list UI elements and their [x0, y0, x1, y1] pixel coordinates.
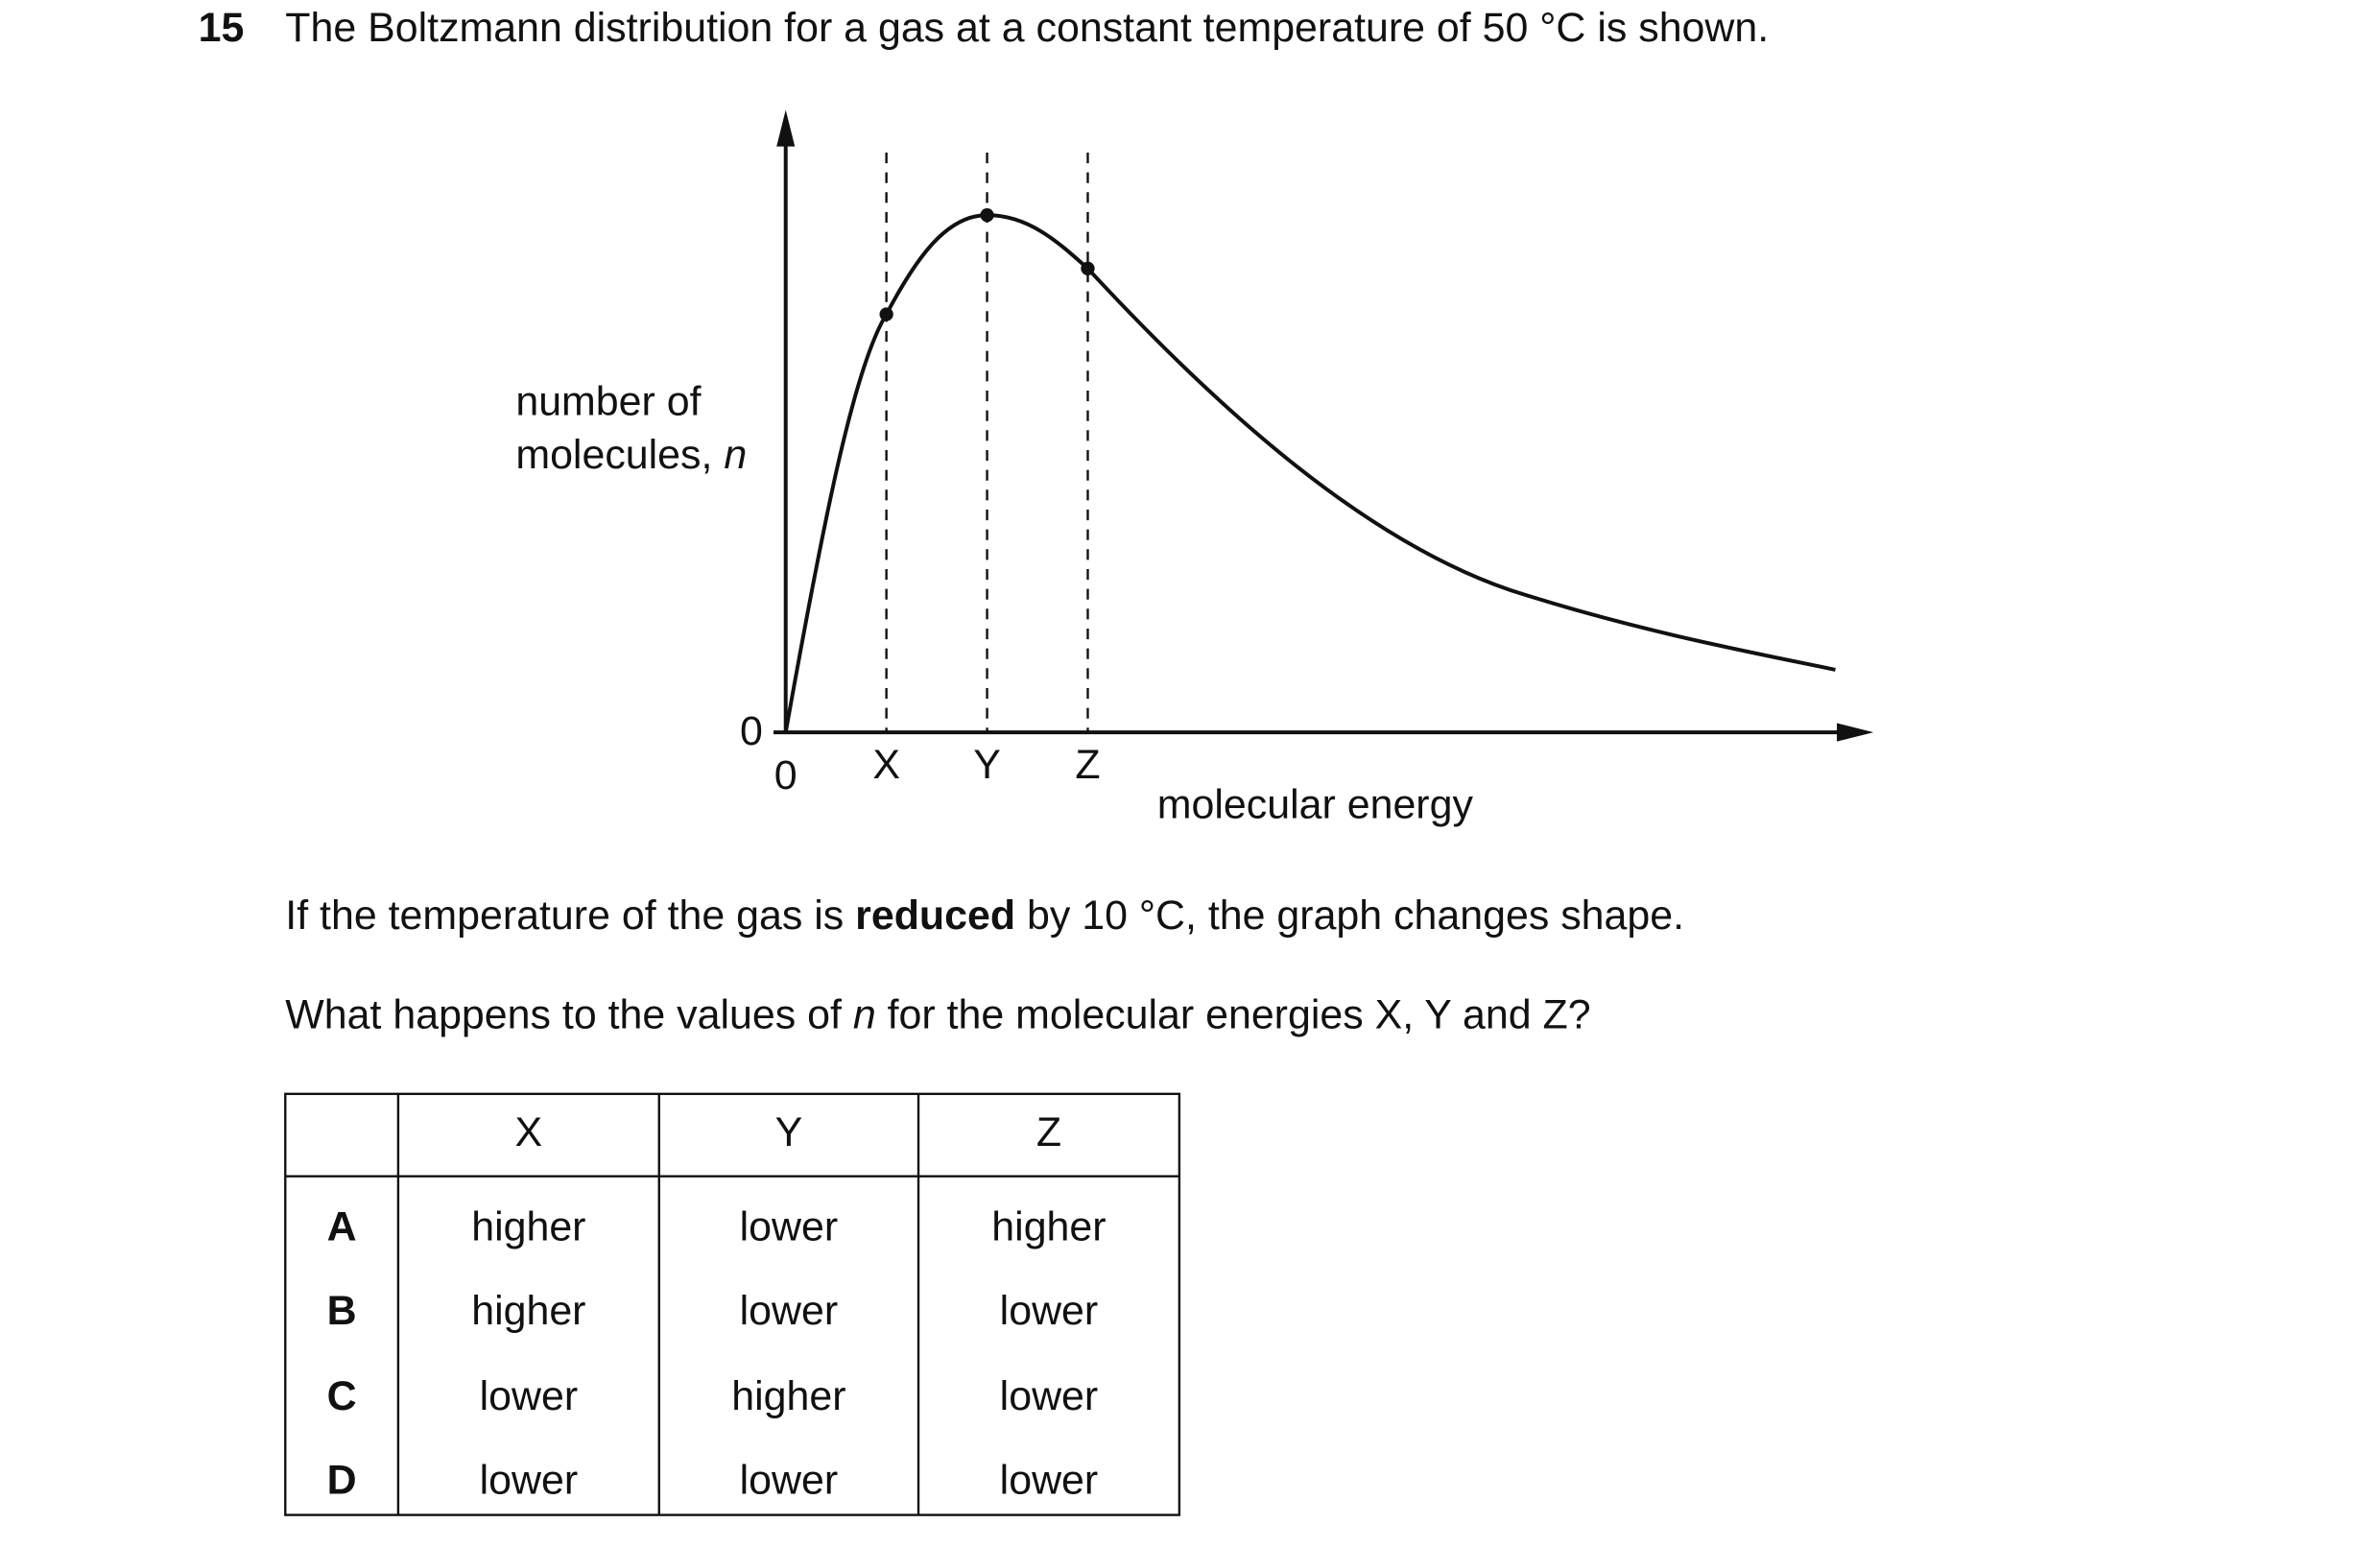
y-arrow [776, 109, 796, 147]
x-marker: Y [973, 742, 1001, 788]
table-header: X [515, 1109, 543, 1155]
graph [774, 109, 1874, 742]
x-marker: X [872, 742, 900, 788]
prompt: What happens to the values of n for the … [285, 992, 1590, 1038]
option-letter: B [327, 1288, 357, 1334]
prompt: If the temperature of the gas is reduced… [285, 892, 1684, 939]
point [879, 307, 893, 321]
prompt-italic: n [853, 992, 876, 1038]
prompt-text: What happens to the values of [285, 992, 853, 1038]
question-number: 15 [199, 5, 245, 51]
table-cell: higher [471, 1204, 585, 1250]
table-cell: lower [740, 1204, 839, 1250]
table-cell: lower [740, 1288, 839, 1334]
table-cell: lower [480, 1458, 579, 1504]
x-marker: Z [1075, 742, 1100, 788]
option-letter: C [327, 1373, 357, 1419]
point [980, 208, 994, 223]
table-cell: lower [1000, 1458, 1099, 1504]
y-axis-label-text: molecules, [515, 432, 724, 478]
y-origin-label: 0 [740, 708, 763, 754]
table-header: Z [1036, 1109, 1061, 1155]
table-cell: lower [740, 1458, 839, 1504]
option-letter: D [327, 1458, 357, 1504]
table-cell: higher [991, 1204, 1106, 1250]
prompt-text: for the molecular energies X, Y and Z? [876, 992, 1591, 1038]
x-axis-label: molecular energy [1157, 781, 1474, 827]
x-arrow [1837, 723, 1874, 742]
table-cell: higher [471, 1288, 585, 1334]
y-axis-label-symbol: n [724, 432, 747, 478]
x-origin-label: 0 [774, 752, 797, 798]
distribution-curve [783, 213, 1836, 733]
y-axis-label: molecules, n [515, 432, 747, 478]
prompt-text: by 10 °C, the graph changes shape. [1015, 892, 1684, 939]
table-cell: lower [1000, 1373, 1099, 1419]
table-cell: higher [731, 1373, 845, 1419]
y-axis-label: number of [515, 379, 701, 425]
answer-table [284, 1092, 1181, 1516]
point [1081, 261, 1095, 275]
prompt-text: If the temperature of the gas is [285, 892, 855, 939]
prompt-bold: reduced [855, 892, 1015, 939]
table-border [284, 1092, 1181, 1516]
table-cell: lower [480, 1373, 579, 1419]
table-header: Y [775, 1109, 803, 1155]
table-cell: lower [1000, 1288, 1099, 1334]
question-text: The Boltzmann distribution for a gas at … [285, 5, 1769, 51]
option-letter: A [327, 1204, 357, 1250]
